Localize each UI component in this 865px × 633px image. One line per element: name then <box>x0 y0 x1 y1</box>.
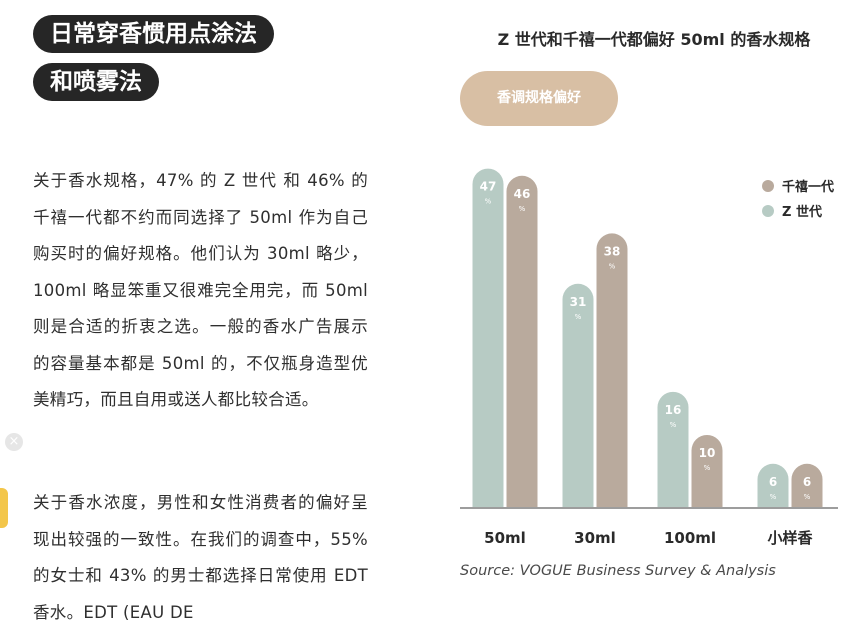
data-label: 10 <box>699 446 716 460</box>
x-tick-label: 30ml <box>574 529 616 547</box>
x-tick-label: 小样香 <box>767 529 812 547</box>
bar-gen-z-0 <box>472 168 504 507</box>
data-label: 6 <box>769 475 777 489</box>
data-label-unit: % <box>770 493 777 501</box>
data-label: 47 <box>480 180 497 194</box>
data-label-unit: % <box>670 421 677 429</box>
bar-chart: 47% 31% 16% 6% 46% 38% 10% 6% 50ml 30ml 100ml 小样香 千禧… <box>460 168 838 547</box>
article-paragraph-2: 关于香水浓度，男性和女性消费者的偏好呈现出较强的一致性。在我们的调查中，55% … <box>33 493 368 622</box>
chart-source-note: Source: VOGUE Business Survey & Analysis <box>460 563 776 579</box>
data-label-unit: % <box>804 493 811 501</box>
data-label-unit: % <box>485 198 492 206</box>
chart-title: Z 世代和千禧一代都偏好 50ml 的香水规格 <box>497 30 811 49</box>
article-title-line-2: 和喷雾法 <box>33 63 159 101</box>
x-tick-label: 50ml <box>484 529 526 547</box>
x-tick-label: 100ml <box>664 529 716 547</box>
chart-category-pill: 香调规格偏好 <box>460 71 618 126</box>
data-label: 46 <box>514 187 531 201</box>
bar-gen-z-1 <box>562 283 594 507</box>
data-label: 6 <box>803 475 811 489</box>
legend-swatch <box>762 205 774 217</box>
bar-millennial-3 <box>791 463 823 507</box>
bar-gen-z-2 <box>657 391 689 507</box>
data-label-unit: % <box>609 262 616 270</box>
data-label: 31 <box>570 295 587 309</box>
close-icon[interactable]: × <box>5 433 23 451</box>
legend-swatch <box>762 180 774 192</box>
bar-millennial-2 <box>691 435 723 507</box>
data-label-unit: % <box>519 205 526 213</box>
bar-millennial-0 <box>506 175 538 508</box>
data-label: 38 <box>604 244 621 258</box>
data-label-unit: % <box>575 313 582 321</box>
legend-label: Z 世代 <box>782 204 822 220</box>
legend-label: 千禧一代 <box>782 179 834 195</box>
data-label: 16 <box>665 403 682 417</box>
bar-gen-z-3 <box>757 463 789 507</box>
bar-millennial-1 <box>596 233 628 507</box>
article-paragraph-1: 关于香水规格，47% 的 Z 世代 和 46% 的千禧一代都不约而同选择了 50… <box>33 171 368 409</box>
data-label-unit: % <box>704 464 711 472</box>
article-title-line-1: 日常穿香惯用点涂法 <box>33 15 274 53</box>
floating-badge-icon[interactable] <box>0 488 8 528</box>
